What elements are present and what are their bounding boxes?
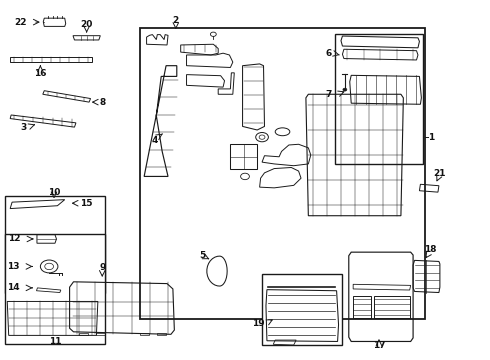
Text: 16: 16 <box>34 69 47 78</box>
Text: 14: 14 <box>7 283 20 292</box>
Text: 1: 1 <box>428 132 434 141</box>
Text: 19: 19 <box>252 319 265 328</box>
Text: 15: 15 <box>80 199 93 208</box>
Bar <box>335 33 423 164</box>
Circle shape <box>343 88 347 91</box>
Text: 2: 2 <box>172 16 179 25</box>
Text: 5: 5 <box>199 251 205 260</box>
Text: 20: 20 <box>80 20 93 29</box>
Text: 4: 4 <box>152 136 158 145</box>
Text: 7: 7 <box>326 90 332 99</box>
Text: 13: 13 <box>7 262 20 271</box>
Text: 22: 22 <box>15 18 27 27</box>
Text: 8: 8 <box>99 98 106 107</box>
Text: 9: 9 <box>99 263 105 272</box>
Text: 6: 6 <box>326 49 332 58</box>
Bar <box>262 274 343 345</box>
Text: 10: 10 <box>48 188 60 197</box>
Text: 17: 17 <box>373 341 385 350</box>
Text: 21: 21 <box>434 169 446 178</box>
Text: 18: 18 <box>424 245 437 254</box>
Bar <box>5 234 105 344</box>
Text: 3: 3 <box>21 123 27 132</box>
Bar <box>5 196 105 293</box>
Text: 12: 12 <box>8 234 21 243</box>
Text: 11: 11 <box>49 337 61 346</box>
Bar <box>140 28 425 319</box>
